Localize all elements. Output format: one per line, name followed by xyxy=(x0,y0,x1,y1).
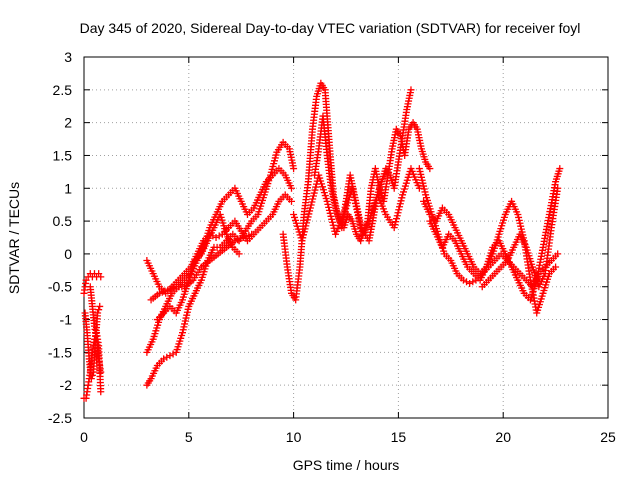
data-point-plus xyxy=(97,388,105,396)
axis-ticks: 0 5 10 15 20 25 -2.5 -2 -1.5 -1 -0.5 0 0.5 1 1.5 2 2.5 3 xyxy=(48,49,616,445)
data-point-plus xyxy=(306,207,314,215)
data-point-plus xyxy=(305,210,313,218)
data-point-plus xyxy=(326,209,334,217)
data-point-plus xyxy=(393,212,401,220)
data-point-plus xyxy=(396,200,404,208)
data-point-plus xyxy=(415,184,423,192)
chart-title: Day 345 of 2020, Sidereal Day-to-day VTE… xyxy=(80,20,581,36)
x-tick-label: 5 xyxy=(185,429,193,445)
data-markers xyxy=(80,79,564,402)
data-point-plus xyxy=(426,165,434,173)
data-point-plus xyxy=(392,218,400,226)
series-trace-16 xyxy=(478,184,562,291)
x-tick-label: 25 xyxy=(600,429,616,445)
data-point-plus xyxy=(554,250,562,258)
data-point-plus xyxy=(248,230,256,238)
data-point-plus xyxy=(308,198,316,206)
data-point-plus xyxy=(323,197,331,205)
data-point-plus xyxy=(407,86,415,94)
data-point-plus xyxy=(96,302,104,310)
y-tick-label: -2.5 xyxy=(48,410,72,426)
data-point-plus xyxy=(328,218,336,226)
data-point-plus xyxy=(163,353,171,361)
y-tick-label: 3 xyxy=(64,49,72,65)
data-point-plus xyxy=(392,215,400,223)
y-tick-label: 1.5 xyxy=(53,147,73,163)
data-point-plus xyxy=(391,221,399,229)
series-trace-12 xyxy=(311,86,415,245)
series-trace-9 xyxy=(153,211,243,324)
y-tick-label: 2 xyxy=(64,115,72,131)
data-point-plus xyxy=(212,234,220,241)
y-tick-label: -0.5 xyxy=(48,279,72,295)
data-point-plus xyxy=(290,165,298,173)
data-point-plus xyxy=(95,306,103,314)
series-trace-4 xyxy=(86,283,105,376)
y-tick-label: -1 xyxy=(60,312,73,328)
data-point-plus xyxy=(466,279,474,287)
data-point-plus xyxy=(552,263,560,271)
data-point-plus xyxy=(311,186,319,194)
data-point-plus xyxy=(469,278,477,286)
data-point-plus xyxy=(235,250,243,258)
y-tick-label: -2 xyxy=(60,377,73,393)
data-point-plus xyxy=(398,194,406,202)
y-tick-label: 0.5 xyxy=(53,213,73,229)
data-point-plus xyxy=(88,371,96,379)
plot-frame xyxy=(83,56,609,419)
y-tick-label: 2.5 xyxy=(53,82,73,98)
data-point-plus xyxy=(325,203,333,211)
data-point-plus xyxy=(303,219,311,227)
data-point-plus xyxy=(288,197,296,205)
data-point-plus xyxy=(306,204,314,212)
x-tick-label: 10 xyxy=(286,429,302,445)
data-point-plus xyxy=(554,184,562,192)
data-point-plus xyxy=(301,225,309,233)
data-point-plus xyxy=(298,237,306,245)
data-point-plus xyxy=(325,206,333,214)
data-point-plus xyxy=(327,212,335,220)
data-point-plus xyxy=(303,216,311,224)
data-point-plus xyxy=(300,231,308,239)
data-point-plus xyxy=(97,273,105,281)
data-point-plus xyxy=(166,352,174,360)
data-point-plus xyxy=(309,192,317,200)
data-point-plus xyxy=(169,350,177,358)
data-point-plus xyxy=(463,278,471,286)
data-point-plus xyxy=(390,224,398,232)
x-tick-label: 15 xyxy=(391,429,407,445)
data-point-plus xyxy=(94,309,102,317)
y-axis-label: SDTVAR / TECUs xyxy=(6,182,22,294)
y-tick-label: -1.5 xyxy=(48,344,72,360)
data-point-plus xyxy=(288,184,296,192)
x-tick-label: 20 xyxy=(495,429,511,445)
x-axis-label: GPS time / hours xyxy=(293,457,400,473)
x-tick-label: 0 xyxy=(80,429,88,445)
data-point-plus xyxy=(160,355,168,363)
y-tick-label: 0 xyxy=(64,246,72,262)
data-point-plus xyxy=(324,200,332,208)
data-point-plus xyxy=(215,232,223,240)
data-point-plus xyxy=(87,375,95,383)
data-point-plus xyxy=(304,213,312,221)
data-point-plus xyxy=(97,368,105,376)
y-tick-label: 1 xyxy=(64,180,72,196)
data-point-plus xyxy=(556,165,564,173)
grid-lines xyxy=(84,57,608,418)
data-point-plus xyxy=(459,276,467,284)
series-trace-15 xyxy=(426,165,564,304)
data-point-plus xyxy=(395,206,403,214)
